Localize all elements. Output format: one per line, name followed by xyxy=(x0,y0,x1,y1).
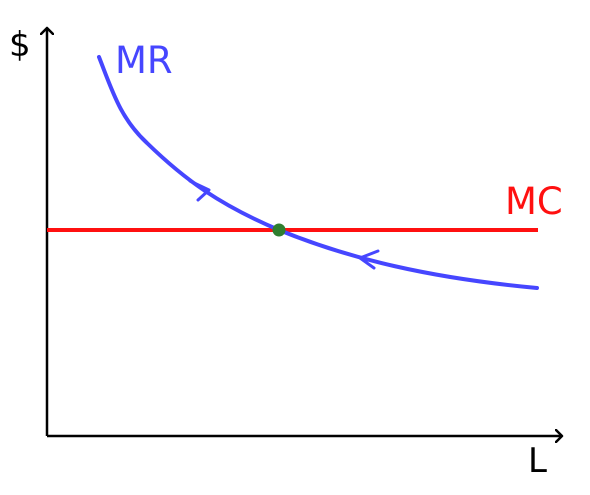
mr-arrowhead-up-left-icon xyxy=(358,249,380,270)
mc-line-label: MC xyxy=(505,180,563,223)
mr-arrowhead-down-right-icon xyxy=(188,179,211,202)
y-axis-label: $ xyxy=(9,25,31,65)
mr-curve xyxy=(97,55,539,290)
equilibrium-dot-icon xyxy=(272,223,286,237)
mr-curve-label: MR xyxy=(115,39,173,82)
x-axis-label: L xyxy=(528,441,547,481)
